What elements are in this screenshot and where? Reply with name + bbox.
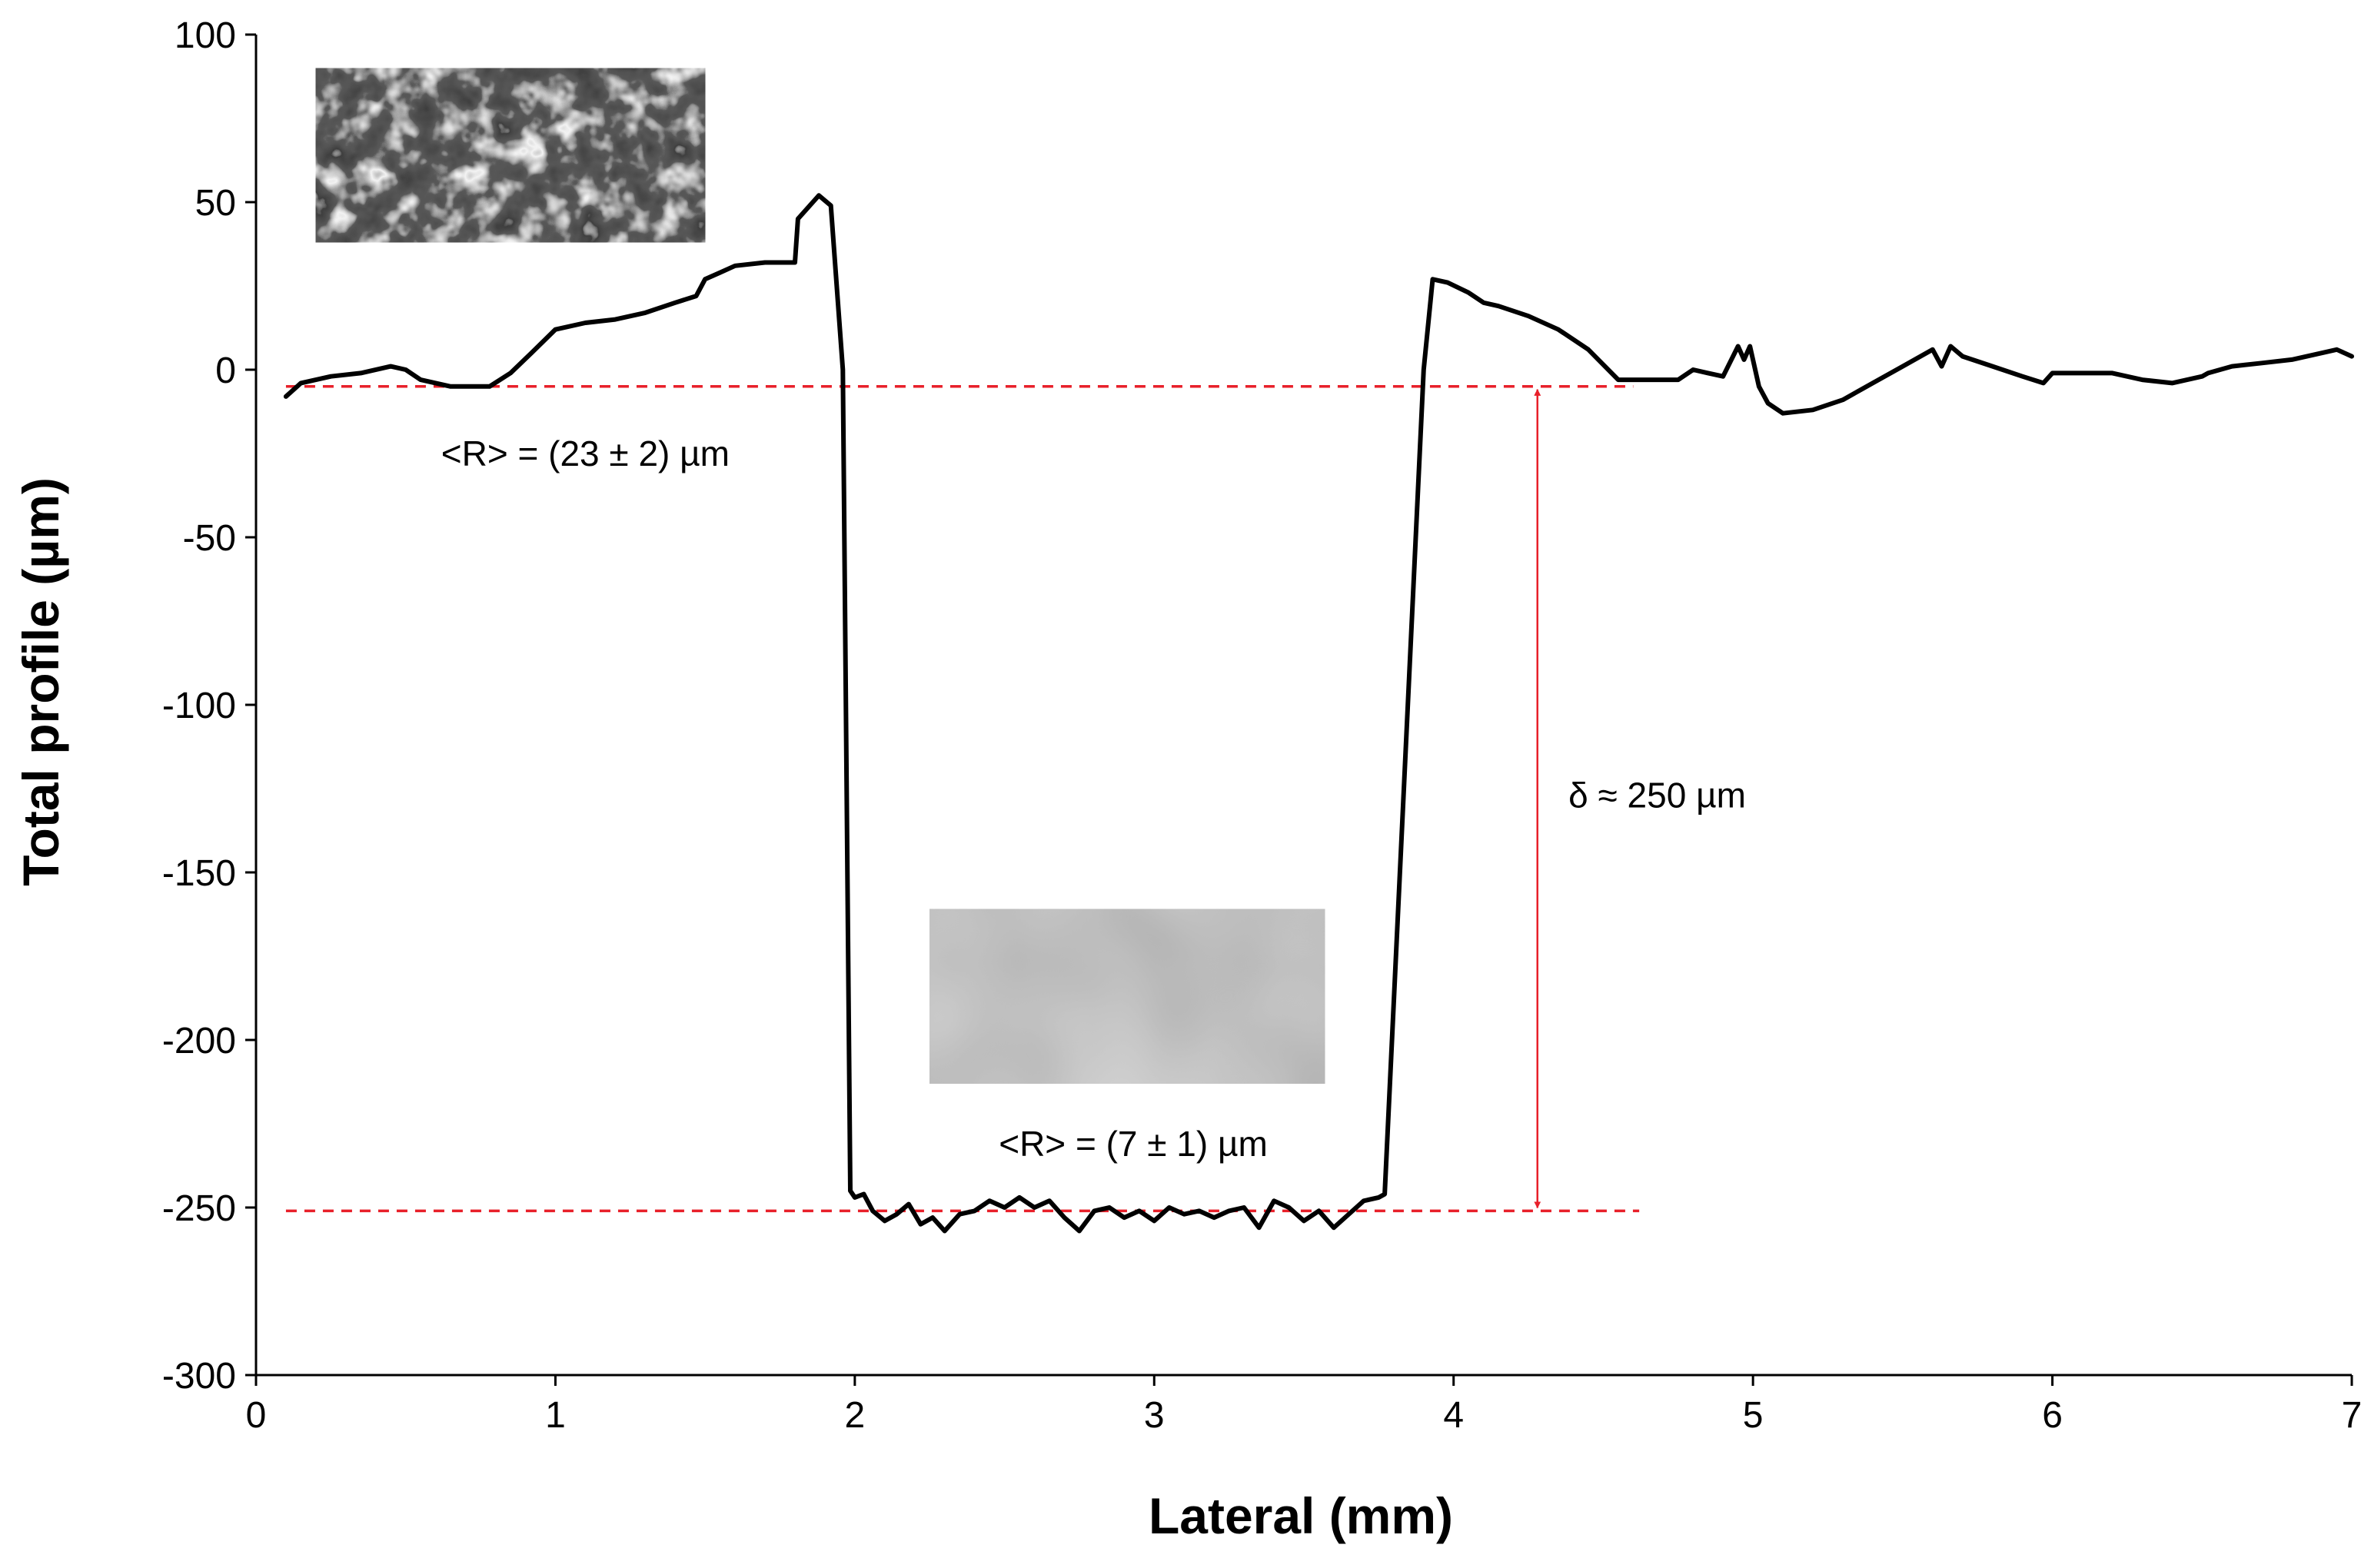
x-tick-label: 0	[246, 1395, 267, 1436]
x-tick-label: 2	[845, 1395, 866, 1436]
x-tick-label: 1	[545, 1395, 566, 1436]
axes: -300 -250 -200 -150 -100 -50 0 50 100 0 1 2 3 4 5 6 7	[162, 15, 2362, 1436]
y-tick-label: -300	[162, 1356, 236, 1397]
y-tick-label: 0	[215, 350, 236, 391]
reference-lines	[285, 385, 1640, 1213]
annotation-r-top: <R> = (23 ± 2) µm	[441, 434, 730, 473]
annotation-delta: δ ≈ 250 µm	[1568, 776, 1746, 816]
x-tick-label: 7	[2342, 1395, 2363, 1436]
inset-rough-surface	[315, 68, 706, 243]
y-axis-title: Total profile (µm)	[12, 477, 69, 886]
y-tick-label: -50	[183, 518, 236, 559]
series-layer	[283, 193, 2354, 1234]
annotations-layer: <R> = (23 ± 2) µm <R> = (7 ± 1) µm δ ≈ 250…	[441, 434, 1746, 1164]
y-tick-label: -200	[162, 1021, 236, 1061]
y-tick-label: -100	[162, 686, 236, 726]
y-tick-label: -250	[162, 1188, 236, 1229]
y-tick-label: 50	[195, 183, 236, 224]
x-axis-title: Lateral (mm)	[1149, 1487, 1453, 1544]
annotation-r-bottom: <R> = (7 ± 1) µm	[999, 1124, 1268, 1164]
inset-smooth-surface	[929, 909, 1325, 1084]
y-tick-label: -150	[162, 853, 236, 894]
x-tick-label: 5	[1743, 1395, 1764, 1436]
x-tick-label: 3	[1144, 1395, 1165, 1436]
insets-layer	[315, 68, 1325, 1084]
x-tick-label: 6	[2042, 1395, 2063, 1436]
profile-series-line	[283, 193, 2354, 1234]
y-tick-label: 100	[175, 15, 236, 56]
x-tick-label: 4	[1443, 1395, 1464, 1436]
